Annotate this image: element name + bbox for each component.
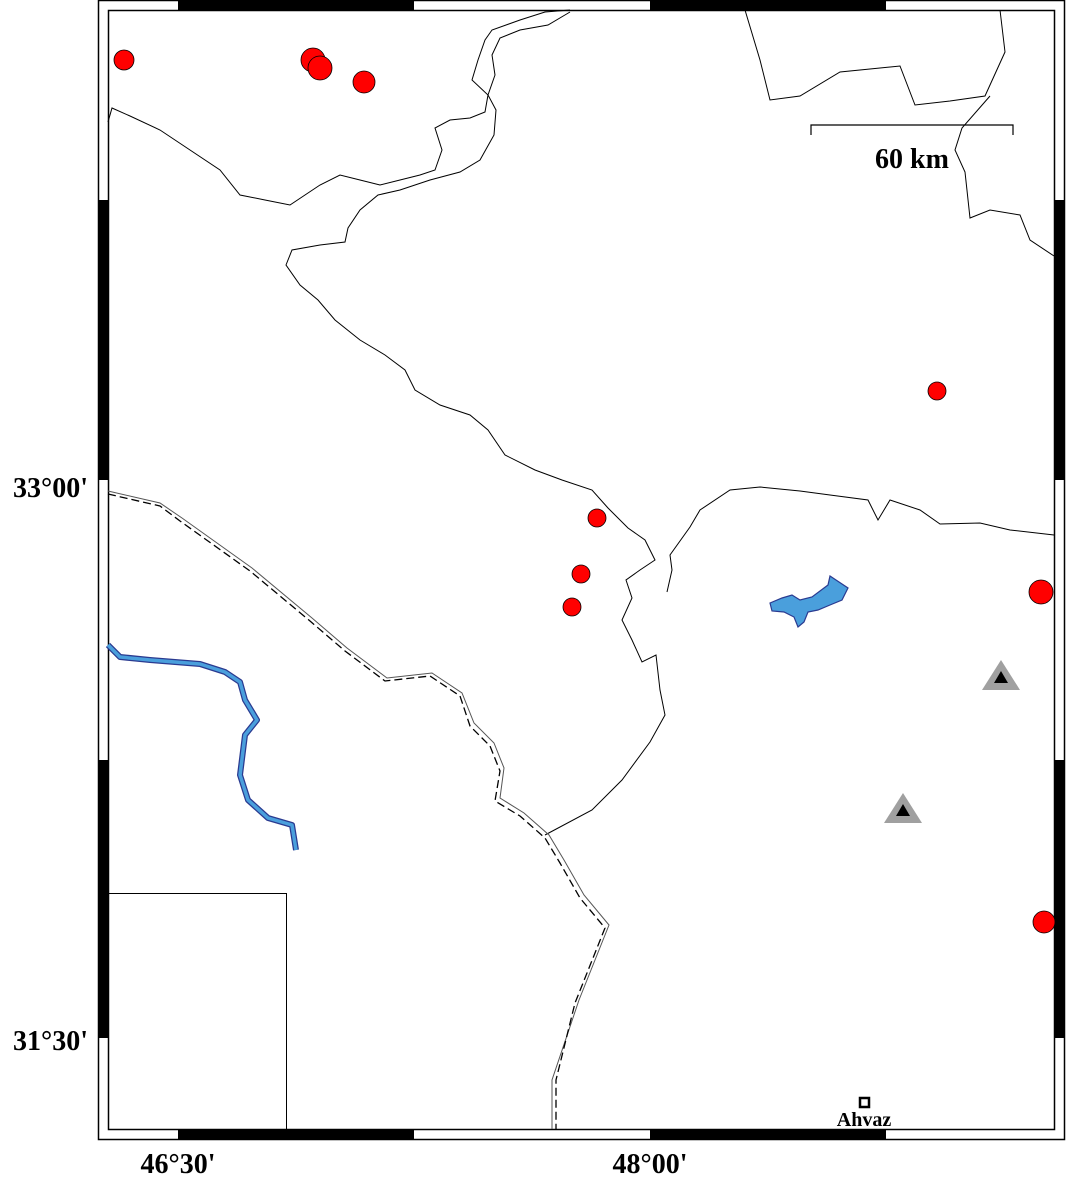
border-dashed bbox=[107, 493, 606, 1129]
event-marker bbox=[1028, 579, 1054, 605]
border-line bbox=[744, 9, 1006, 106]
event-marker bbox=[307, 55, 333, 81]
border-line bbox=[107, 490, 610, 1129]
inset-box bbox=[108, 893, 287, 1130]
earthquake-events bbox=[113, 47, 1056, 934]
event-marker bbox=[1032, 910, 1056, 934]
scale-bar: 60 km bbox=[810, 124, 1014, 175]
border-line bbox=[285, 11, 666, 836]
event-marker bbox=[113, 49, 135, 71]
city-label: Ahvaz bbox=[837, 1109, 892, 1131]
scale-label: 60 km bbox=[875, 144, 949, 175]
border-line bbox=[666, 486, 1055, 593]
station-triangle-icon bbox=[896, 804, 910, 816]
border-line bbox=[107, 9, 571, 206]
event-marker bbox=[571, 564, 591, 584]
lake bbox=[769, 575, 849, 628]
square-marker-icon bbox=[858, 1096, 871, 1109]
river bbox=[106, 643, 298, 851]
event-marker bbox=[587, 508, 607, 528]
lat-label: 33°00' bbox=[13, 473, 88, 504]
water-features bbox=[105, 575, 849, 851]
border-line bbox=[954, 95, 1055, 257]
event-marker bbox=[927, 381, 947, 401]
station-triangle-icon bbox=[994, 671, 1008, 683]
event-marker bbox=[352, 70, 376, 94]
map-frame bbox=[97, 0, 1066, 1141]
lat-label: 31°30' bbox=[13, 1026, 88, 1057]
lon-label: 46°30' bbox=[141, 1149, 216, 1178]
political-borders bbox=[107, 9, 1055, 1130]
lon-label: 48°00' bbox=[613, 1149, 688, 1178]
stations bbox=[884, 660, 1020, 823]
city-ahvaz: Ahvaz bbox=[837, 1096, 892, 1131]
event-marker bbox=[562, 597, 582, 617]
